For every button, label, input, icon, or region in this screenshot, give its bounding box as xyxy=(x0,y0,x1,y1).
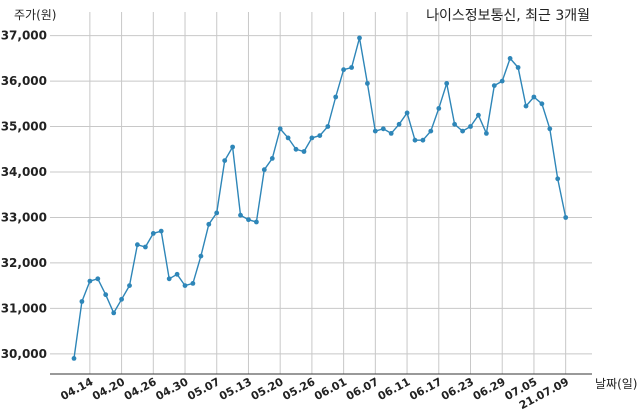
data-point xyxy=(230,144,236,150)
x-tick-label: 04.14 xyxy=(58,375,95,403)
data-points xyxy=(71,35,569,361)
data-point xyxy=(317,133,323,139)
data-point xyxy=(285,135,291,141)
data-point xyxy=(420,137,426,143)
data-point xyxy=(246,217,251,223)
data-point xyxy=(396,121,402,127)
data-point xyxy=(388,131,394,136)
x-tick-label: 06.01 xyxy=(312,375,349,403)
y-tick-label: 37,000 xyxy=(1,29,47,43)
data-point xyxy=(261,167,267,173)
x-tick-label: 06.07 xyxy=(344,375,381,403)
x-tick-label: 04.30 xyxy=(154,375,191,403)
data-point xyxy=(79,299,85,304)
data-point xyxy=(349,65,354,70)
data-point xyxy=(190,281,196,286)
data-point xyxy=(468,124,473,129)
data-point xyxy=(341,67,346,73)
data-point xyxy=(182,283,188,288)
y-tick-label: 35,000 xyxy=(1,120,47,134)
data-point xyxy=(158,228,164,234)
data-point xyxy=(135,242,140,248)
x-tick-label: 05.13 xyxy=(217,375,254,403)
data-point xyxy=(365,81,370,86)
data-point xyxy=(547,126,553,132)
data-point xyxy=(452,121,457,127)
data-point xyxy=(119,296,124,302)
data-point xyxy=(499,78,505,84)
data-point xyxy=(555,176,561,182)
data-point xyxy=(484,131,489,136)
x-tick-labels: 04.1404.2004.2604.3005.0705.1305.2005.26… xyxy=(58,375,571,412)
data-point xyxy=(87,278,93,284)
y-tick-label: 30,000 xyxy=(1,347,47,361)
x-tick-label: 05.20 xyxy=(249,375,286,403)
data-point xyxy=(476,112,481,118)
data-point xyxy=(269,156,275,161)
data-point xyxy=(333,94,339,100)
data-point xyxy=(325,124,331,129)
data-point xyxy=(277,126,283,132)
y-tick-label: 36,000 xyxy=(1,74,47,88)
data-point xyxy=(491,83,497,88)
x-tick-label: 06.11 xyxy=(376,375,413,403)
data-point xyxy=(174,271,180,277)
y-tick-label: 31,000 xyxy=(1,301,47,315)
chart-title: 나이스정보통신, 최근 3개월 xyxy=(426,8,590,24)
data-point xyxy=(444,81,450,86)
x-axis-label: 날짜(일) xyxy=(595,377,637,391)
data-point xyxy=(436,106,442,111)
data-point xyxy=(103,292,109,298)
data-point xyxy=(515,65,521,70)
x-tick-label: 05.26 xyxy=(280,375,317,403)
y-tick-labels: 30,000 31,000 32,000 33,000 34,000 35,000 36,0… xyxy=(1,29,47,361)
data-point xyxy=(404,110,410,116)
data-point xyxy=(539,101,545,107)
data-point xyxy=(206,221,212,227)
y-tick-label: 33,000 xyxy=(1,210,47,224)
data-point xyxy=(380,126,386,132)
data-point xyxy=(150,231,156,236)
y-axis-label: 주가(원) xyxy=(14,8,56,22)
x-tick-label: 06.17 xyxy=(407,375,444,403)
data-point xyxy=(460,128,465,134)
data-point xyxy=(238,212,243,218)
data-point xyxy=(412,137,418,143)
data-point xyxy=(143,244,148,250)
x-tick-label: 05.07 xyxy=(185,375,222,403)
data-point xyxy=(95,276,101,282)
grid xyxy=(50,12,592,374)
data-point xyxy=(222,158,228,164)
x-tick-label: 06.29 xyxy=(471,375,508,403)
data-point xyxy=(198,253,204,259)
data-point xyxy=(531,94,537,100)
data-point xyxy=(523,103,529,109)
x-tick-label: 06.23 xyxy=(439,375,476,403)
data-point xyxy=(127,283,132,288)
data-point xyxy=(309,135,315,141)
data-point xyxy=(293,146,299,152)
data-point xyxy=(357,35,362,41)
x-tick-label: 04.26 xyxy=(122,375,159,403)
x-tick-label: 04.20 xyxy=(90,375,127,403)
y-tick-label: 34,000 xyxy=(1,165,47,179)
y-tick-label: 32,000 xyxy=(1,256,47,270)
data-point xyxy=(563,215,569,220)
data-point xyxy=(507,56,513,61)
data-point xyxy=(111,310,117,316)
data-point xyxy=(428,128,434,134)
data-point xyxy=(372,128,378,134)
data-point xyxy=(254,219,259,225)
data-point xyxy=(166,276,172,282)
data-point xyxy=(71,356,77,361)
data-point xyxy=(214,210,220,216)
data-point xyxy=(301,149,307,154)
